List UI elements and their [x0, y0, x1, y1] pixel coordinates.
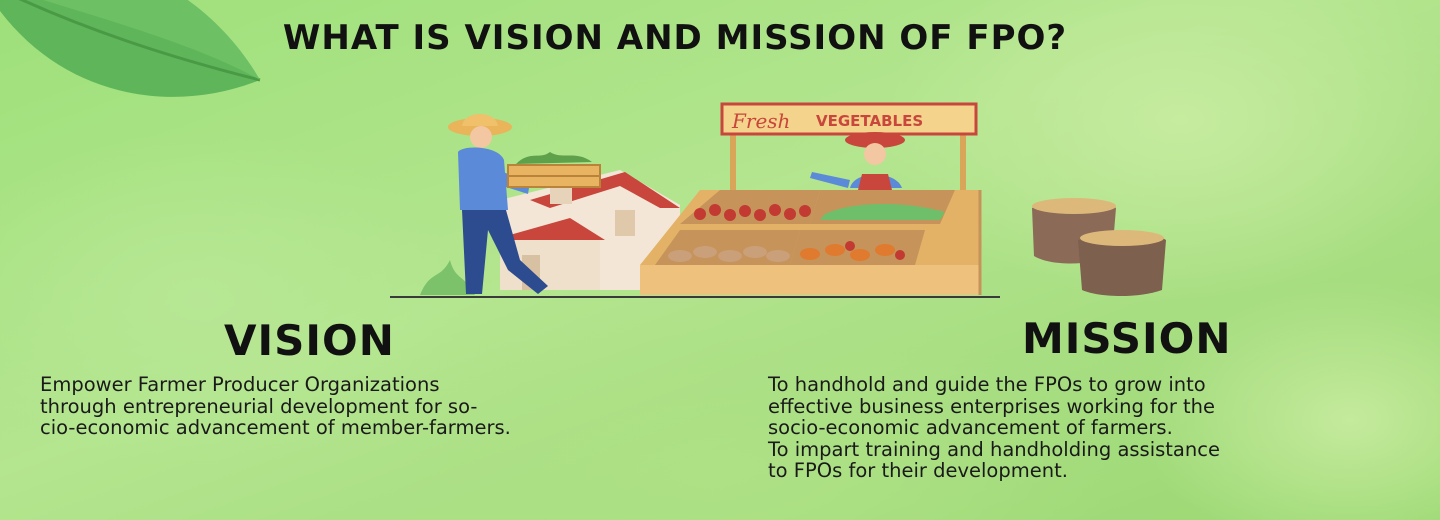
vegetable-stall: Fresh VEGETABLES	[640, 102, 982, 295]
mission-text-line: To handhold and guide the FPOs to grow i…	[768, 373, 1206, 396]
mission-text-line: To impart training and handholding assis…	[768, 437, 1220, 461]
page-title: WHAT IS VISION AND MISSION OF FPO?	[282, 18, 1068, 58]
leaf-icon	[0, 0, 261, 97]
mission-text-line: effective business enterprises working f…	[768, 394, 1216, 418]
sign-vegetables-text: VEGETABLES	[816, 112, 923, 130]
grain-sacks-icon	[1032, 198, 1166, 296]
vision-text: Empower Farmer Producer Organizations th…	[40, 374, 730, 439]
mission-text-line: to FPOs for their development.	[768, 459, 1068, 482]
market-illustration: Fresh VEGETABLES	[390, 102, 1000, 298]
mission-text-line: socio-economic advancement of farmers.	[768, 416, 1173, 439]
farmer-icon	[448, 114, 601, 294]
vision-text-line: through entrepreneurial development for …	[40, 394, 478, 418]
vision-text-line: cio-economic advancement of member-farme…	[40, 416, 511, 439]
mission-heading: MISSION	[1022, 314, 1232, 363]
vision-heading: VISION	[224, 316, 395, 365]
sign-fresh-text: Fresh	[731, 109, 790, 133]
house-icon	[492, 170, 680, 290]
vision-text-line: Empower Farmer Producer Organizations	[40, 373, 440, 396]
mission-text: To handhold and guide the FPOs to grow i…	[768, 374, 1428, 482]
